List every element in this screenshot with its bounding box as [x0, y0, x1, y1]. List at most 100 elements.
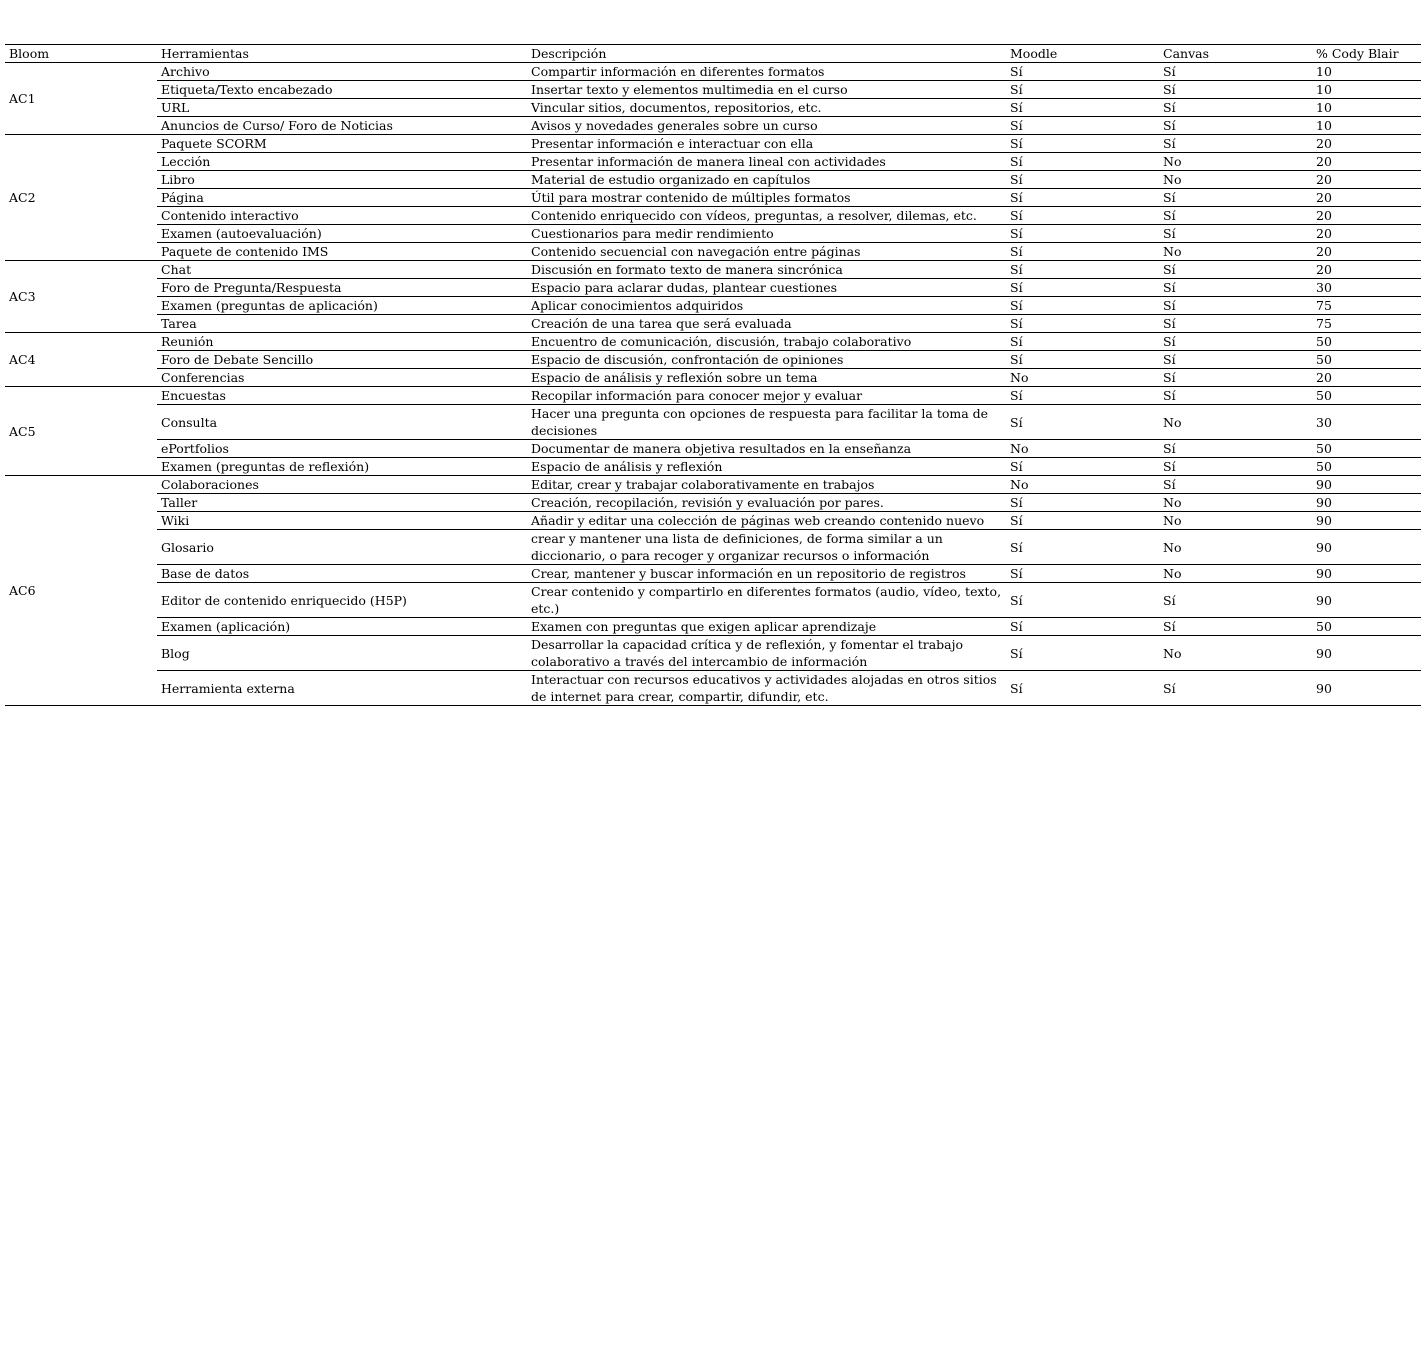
table-row: AC4 Reunión Encuentro de comunicación, dis… — [5, 332, 1421, 387]
cody-blair-value: 50 — [1312, 439, 1421, 458]
tool-description: Añadir y editar una colección de páginas… — [527, 511, 1006, 530]
canvas-value: No — [1159, 493, 1312, 512]
bloom-level: AC6 — [5, 475, 157, 706]
tool-description: Aplicar conocimientos adquiridos — [527, 296, 1006, 315]
moodle-value: Sí — [1006, 493, 1159, 512]
moodle-value: Sí — [1006, 260, 1159, 279]
canvas-value: No — [1159, 242, 1312, 261]
cody-blair-value: 90 — [1312, 582, 1421, 618]
table-row: Examen (autoevaluación) Cuestionarios par… — [5, 224, 1421, 243]
canvas-value: No — [1159, 564, 1312, 583]
table-row: Glosario crear y mantener una lista de de… — [5, 529, 1421, 565]
moodle-value: Sí — [1006, 529, 1159, 565]
tool-description: Cuestionarios para medir rendimiento — [527, 224, 1006, 243]
tool-description: Crear, mantener y buscar información en … — [527, 564, 1006, 583]
moodle-value: Sí — [1006, 457, 1159, 476]
cody-blair-value: 90 — [1312, 635, 1421, 671]
bloom-level: AC4 — [5, 332, 157, 387]
tool-description: Presentar información de manera lineal c… — [527, 152, 1006, 171]
canvas-value: Sí — [1159, 296, 1312, 315]
cody-blair-value: 75 — [1312, 296, 1421, 315]
table-row: Contenido interactivo Contenido enriqueci… — [5, 206, 1421, 225]
canvas-value: Sí — [1159, 278, 1312, 297]
canvas-value: Sí — [1159, 116, 1312, 135]
canvas-value: Sí — [1159, 386, 1312, 405]
tool-name: Paquete SCORM — [157, 134, 527, 153]
cody-blair-value: 20 — [1312, 152, 1421, 171]
tool-description: Contenido enriquecido con vídeos, pregun… — [527, 206, 1006, 225]
cody-blair-value: 10 — [1312, 116, 1421, 135]
cody-blair-value: 50 — [1312, 386, 1421, 405]
moodle-value: Sí — [1006, 116, 1159, 135]
tool-description: Discusión en formato texto de manera sin… — [527, 260, 1006, 279]
bloom-level: AC2 — [5, 134, 157, 261]
canvas-value: No — [1159, 529, 1312, 565]
table-row: Wiki Añadir y editar una colección de pág… — [5, 511, 1421, 530]
canvas-value: Sí — [1159, 62, 1312, 81]
tool-name: Wiki — [157, 511, 527, 530]
tool-description: Hacer una pregunta con opciones de respu… — [527, 404, 1006, 440]
cody-blair-value: 20 — [1312, 134, 1421, 153]
canvas-value: No — [1159, 152, 1312, 171]
canvas-value: Sí — [1159, 332, 1312, 351]
tool-description: Documentar de manera objetiva resultados… — [527, 439, 1006, 458]
table-body: AC1 Archivo Compartir información en difer… — [5, 62, 1421, 706]
table-row: Consulta Hacer una pregunta con opciones … — [5, 404, 1421, 440]
header-row: Bloom Herramientas Descripción Moodle Ca… — [5, 44, 1421, 63]
table-row: Tarea Creación de una tarea que será eval… — [5, 314, 1421, 333]
table-row: Lección Presentar información de manera l… — [5, 152, 1421, 171]
tool-name: Examen (preguntas de reflexión) — [157, 457, 527, 476]
tool-description: Recopilar información para conocer mejor… — [527, 386, 1006, 405]
moodle-value: Sí — [1006, 332, 1159, 351]
moodle-value: Sí — [1006, 314, 1159, 333]
cody-blair-value: 10 — [1312, 80, 1421, 99]
tool-name: Chat — [157, 260, 527, 279]
tool-name: Lección — [157, 152, 527, 171]
tool-description: Espacio de análisis y reflexión sobre un… — [527, 368, 1006, 387]
tool-name: Consulta — [157, 404, 527, 440]
tool-name: Anuncios de Curso/ Foro de Noticias — [157, 116, 527, 135]
moodle-value: Sí — [1006, 170, 1159, 189]
moodle-value: Sí — [1006, 206, 1159, 225]
header-moodle: Moodle — [1006, 44, 1159, 63]
tool-name: Página — [157, 188, 527, 207]
bloom-tools-table: Bloom Herramientas Descripción Moodle Ca… — [5, 44, 1421, 706]
tool-description: Material de estudio organizado en capítu… — [527, 170, 1006, 189]
tool-description: Espacio de discusión, confrontación de o… — [527, 350, 1006, 369]
tool-description: Creación, recopilación, revisión y evalu… — [527, 493, 1006, 512]
canvas-value: Sí — [1159, 617, 1312, 636]
header-descripcion: Descripción — [527, 44, 1006, 63]
canvas-value: Sí — [1159, 314, 1312, 333]
tool-name: Taller — [157, 493, 527, 512]
table-row: Base de datos Crear, mantener y buscar in… — [5, 564, 1421, 583]
canvas-value: Sí — [1159, 457, 1312, 476]
table-row: Paquete de contenido IMS Contenido secuen… — [5, 242, 1421, 261]
cody-blair-value: 75 — [1312, 314, 1421, 333]
tool-description: Examen con preguntas que exigen aplicar … — [527, 617, 1006, 636]
tool-description: Vincular sitios, documentos, repositorio… — [527, 98, 1006, 117]
cody-blair-value: 90 — [1312, 493, 1421, 512]
moodle-value: Sí — [1006, 152, 1159, 171]
moodle-value: Sí — [1006, 98, 1159, 117]
table-row: Examen (preguntas de reflexión) Espacio d… — [5, 457, 1421, 476]
moodle-value: Sí — [1006, 670, 1159, 706]
canvas-value: No — [1159, 170, 1312, 189]
moodle-value: Sí — [1006, 582, 1159, 618]
table-row: Herramienta externa Interactuar con recur… — [5, 670, 1421, 706]
table-row: AC3 Chat Discusión en formato texto de man… — [5, 260, 1421, 333]
canvas-value: Sí — [1159, 80, 1312, 99]
tool-description: Creación de una tarea que será evaluada — [527, 314, 1006, 333]
cody-blair-value: 20 — [1312, 260, 1421, 279]
cody-blair-value: 20 — [1312, 368, 1421, 387]
moodle-value: Sí — [1006, 188, 1159, 207]
canvas-value: No — [1159, 511, 1312, 530]
tool-description: Espacio para aclarar dudas, plantear cue… — [527, 278, 1006, 297]
tool-description: Útil para mostrar contenido de múltiples… — [527, 188, 1006, 207]
canvas-value: Sí — [1159, 260, 1312, 279]
tool-name: ePortfolios — [157, 439, 527, 458]
tool-name: Examen (aplicación) — [157, 617, 527, 636]
tool-name: Foro de Debate Sencillo — [157, 350, 527, 369]
tool-name: Paquete de contenido IMS — [157, 242, 527, 261]
canvas-value: Sí — [1159, 224, 1312, 243]
tool-description: Avisos y novedades generales sobre un cu… — [527, 116, 1006, 135]
